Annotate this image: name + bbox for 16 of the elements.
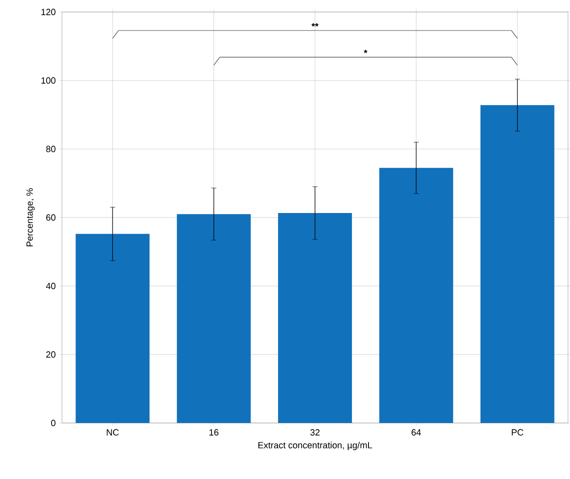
y-tick-label: 120 [41,8,56,16]
annotation: ** [312,23,318,26]
y-tick-label: 40 [46,282,56,290]
y-tick-label: 0 [51,420,56,426]
x-tick-label: 64 [412,429,421,436]
x-tick-label: PC [512,429,524,436]
x-tick-label: 32 [310,429,320,436]
y-tick-label: 60 [46,214,56,221]
x-tick-label: 16 [209,429,218,436]
annotation: * [364,50,368,54]
y-tick-label: 80 [46,146,56,152]
y-tick-label: 20 [46,351,56,358]
y-tick-label: 100 [41,77,56,84]
y-axis-title: Percentage, % [26,188,35,246]
x-tick-label: NC [106,429,119,436]
x-axis-title: Extract concentration, µg/mL [258,442,372,450]
